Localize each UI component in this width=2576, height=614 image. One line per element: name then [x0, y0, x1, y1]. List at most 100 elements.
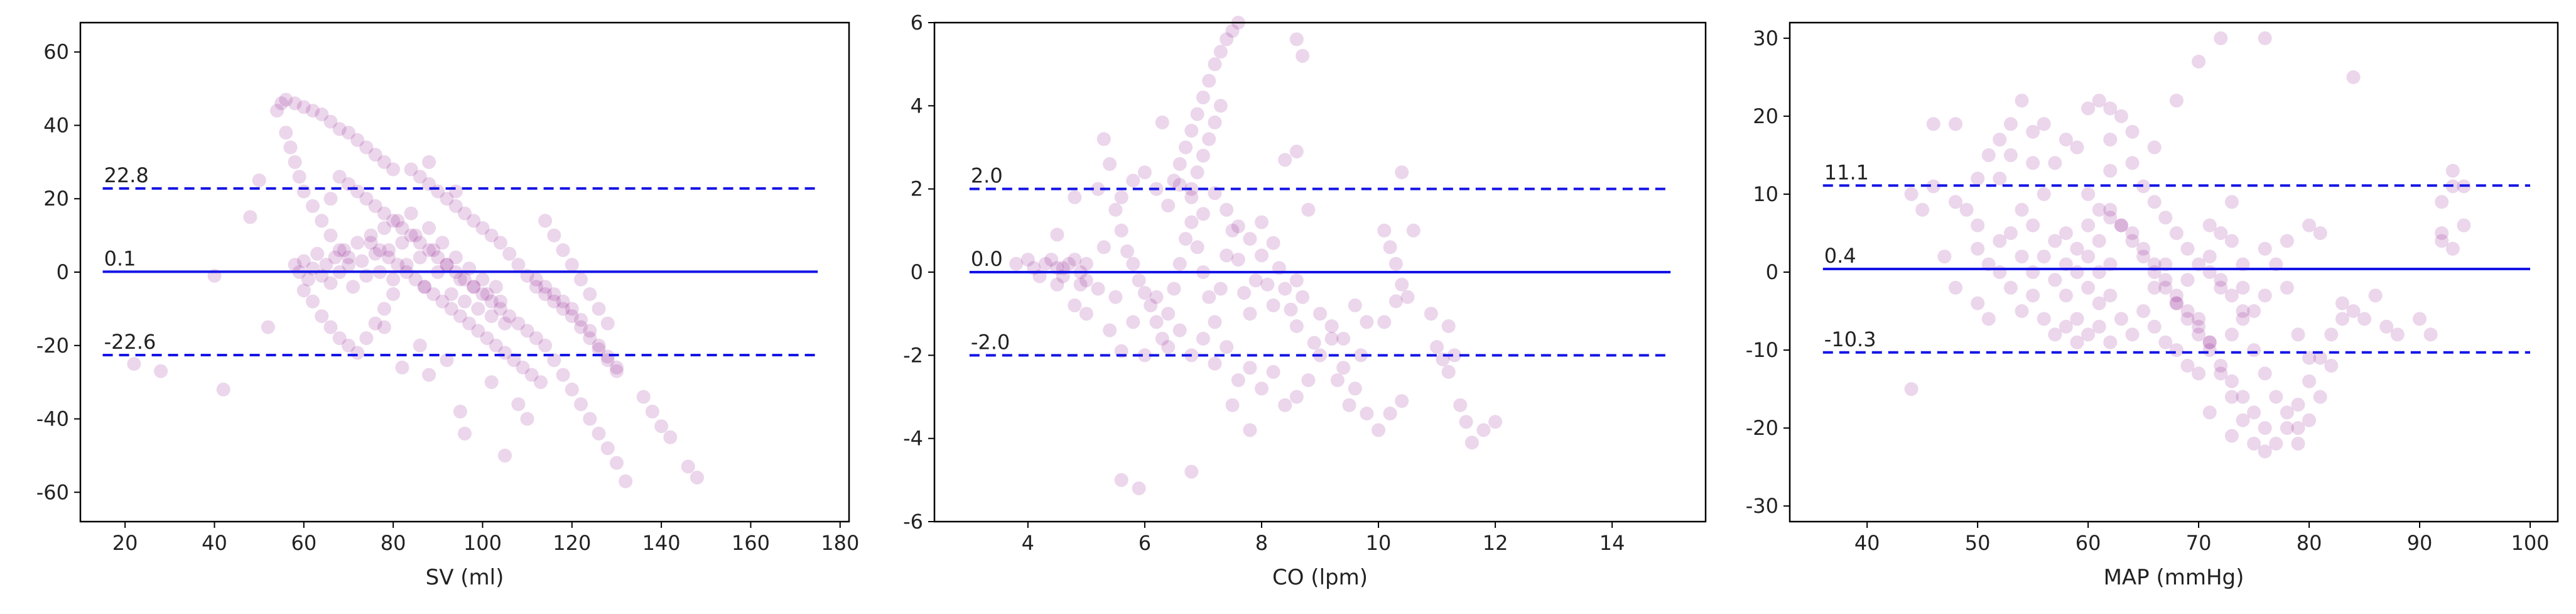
data-point — [1079, 256, 1093, 271]
data-point — [1068, 253, 1082, 267]
data-point — [283, 140, 298, 155]
y-tick-label: -20 — [36, 334, 69, 358]
data-point — [323, 192, 338, 206]
data-point — [1278, 282, 1292, 296]
data-point — [2147, 280, 2162, 295]
x-tick-label: 180 — [821, 531, 859, 555]
data-point — [440, 258, 454, 272]
data-point — [2114, 218, 2128, 233]
data-point — [2258, 444, 2272, 459]
data-point — [1108, 290, 1123, 304]
data-point — [2224, 429, 2239, 443]
data-point — [498, 448, 512, 463]
data-point — [2026, 288, 2040, 303]
data-point — [2048, 273, 2062, 287]
data-point — [1044, 253, 1059, 267]
data-point — [315, 309, 329, 324]
data-point — [435, 236, 450, 250]
data-point — [448, 184, 463, 199]
x-axis-title: MAP (mmHg) — [2104, 565, 2244, 590]
data-point — [1243, 361, 1257, 375]
y-tick-label: 40 — [43, 113, 69, 137]
x-tick-label: 80 — [381, 531, 406, 555]
data-point — [1301, 202, 1316, 217]
x-tick-label: 140 — [642, 531, 681, 555]
data-point — [1448, 348, 1461, 363]
data-point — [2081, 249, 2096, 264]
data-point — [654, 419, 669, 434]
data-point — [2335, 312, 2349, 326]
data-point — [2059, 133, 2073, 147]
data-point — [2313, 390, 2327, 404]
data-point — [2313, 226, 2327, 240]
x-tick-label: 60 — [2075, 531, 2101, 555]
data-point — [368, 199, 382, 213]
data-point — [636, 390, 651, 404]
data-point — [1202, 290, 1216, 304]
data-point — [386, 214, 401, 228]
x-tick-label: 4 — [1022, 531, 1034, 555]
data-point — [1949, 280, 1962, 295]
data-point — [426, 243, 441, 257]
data-point — [489, 338, 503, 353]
data-point — [1453, 398, 1468, 412]
data-point — [1937, 249, 1952, 264]
data-point — [480, 287, 494, 301]
data-point — [368, 148, 382, 162]
data-point — [2280, 280, 2294, 295]
data-point — [498, 316, 512, 331]
data-point — [2236, 390, 2250, 404]
data-point — [2423, 327, 2438, 342]
upper-limit-label: 2.0 — [971, 164, 1003, 188]
data-point — [364, 236, 378, 250]
data-point — [440, 258, 454, 272]
data-point — [2357, 312, 2372, 326]
data-point — [2136, 241, 2151, 256]
data-point — [2158, 335, 2173, 349]
data-point — [315, 107, 329, 121]
y-tick-label: 30 — [1753, 26, 1778, 50]
data-point — [1348, 381, 1362, 396]
data-point — [467, 214, 481, 228]
data-point — [1296, 290, 1310, 304]
data-point — [2324, 327, 2339, 342]
data-point — [1231, 253, 1245, 267]
data-point — [404, 228, 418, 243]
data-point — [502, 309, 517, 324]
data-point — [2280, 234, 2294, 248]
data-point — [1167, 282, 1181, 296]
data-point — [610, 360, 624, 375]
data-point — [440, 353, 454, 368]
data-point — [127, 357, 141, 371]
data-point — [2180, 273, 2195, 287]
data-point — [2192, 327, 2206, 342]
data-point — [2214, 273, 2228, 287]
x-tick-label: 70 — [2186, 531, 2212, 555]
data-point — [610, 456, 624, 470]
data-point — [2169, 296, 2184, 310]
y-tick-label: -40 — [36, 407, 69, 431]
scatter-points — [1904, 31, 2471, 459]
data-point — [2192, 319, 2206, 334]
data-point — [328, 250, 342, 265]
data-point — [1289, 145, 1304, 159]
data-point — [458, 272, 472, 287]
data-point — [1342, 398, 1356, 412]
data-point — [2169, 94, 2184, 108]
data-point — [1225, 24, 1240, 38]
data-point — [471, 302, 485, 316]
data-point — [453, 404, 467, 419]
data-point — [1915, 202, 1930, 217]
data-point — [1372, 423, 1385, 437]
data-point — [2081, 101, 2096, 116]
data-point — [1161, 199, 1176, 213]
data-point — [574, 320, 588, 334]
data-point — [2103, 211, 2118, 225]
data-point — [1009, 256, 1024, 271]
data-point — [2236, 312, 2250, 326]
data-point — [534, 375, 548, 390]
data-point — [2302, 413, 2317, 427]
data-point — [600, 316, 615, 331]
data-point — [1307, 336, 1321, 350]
